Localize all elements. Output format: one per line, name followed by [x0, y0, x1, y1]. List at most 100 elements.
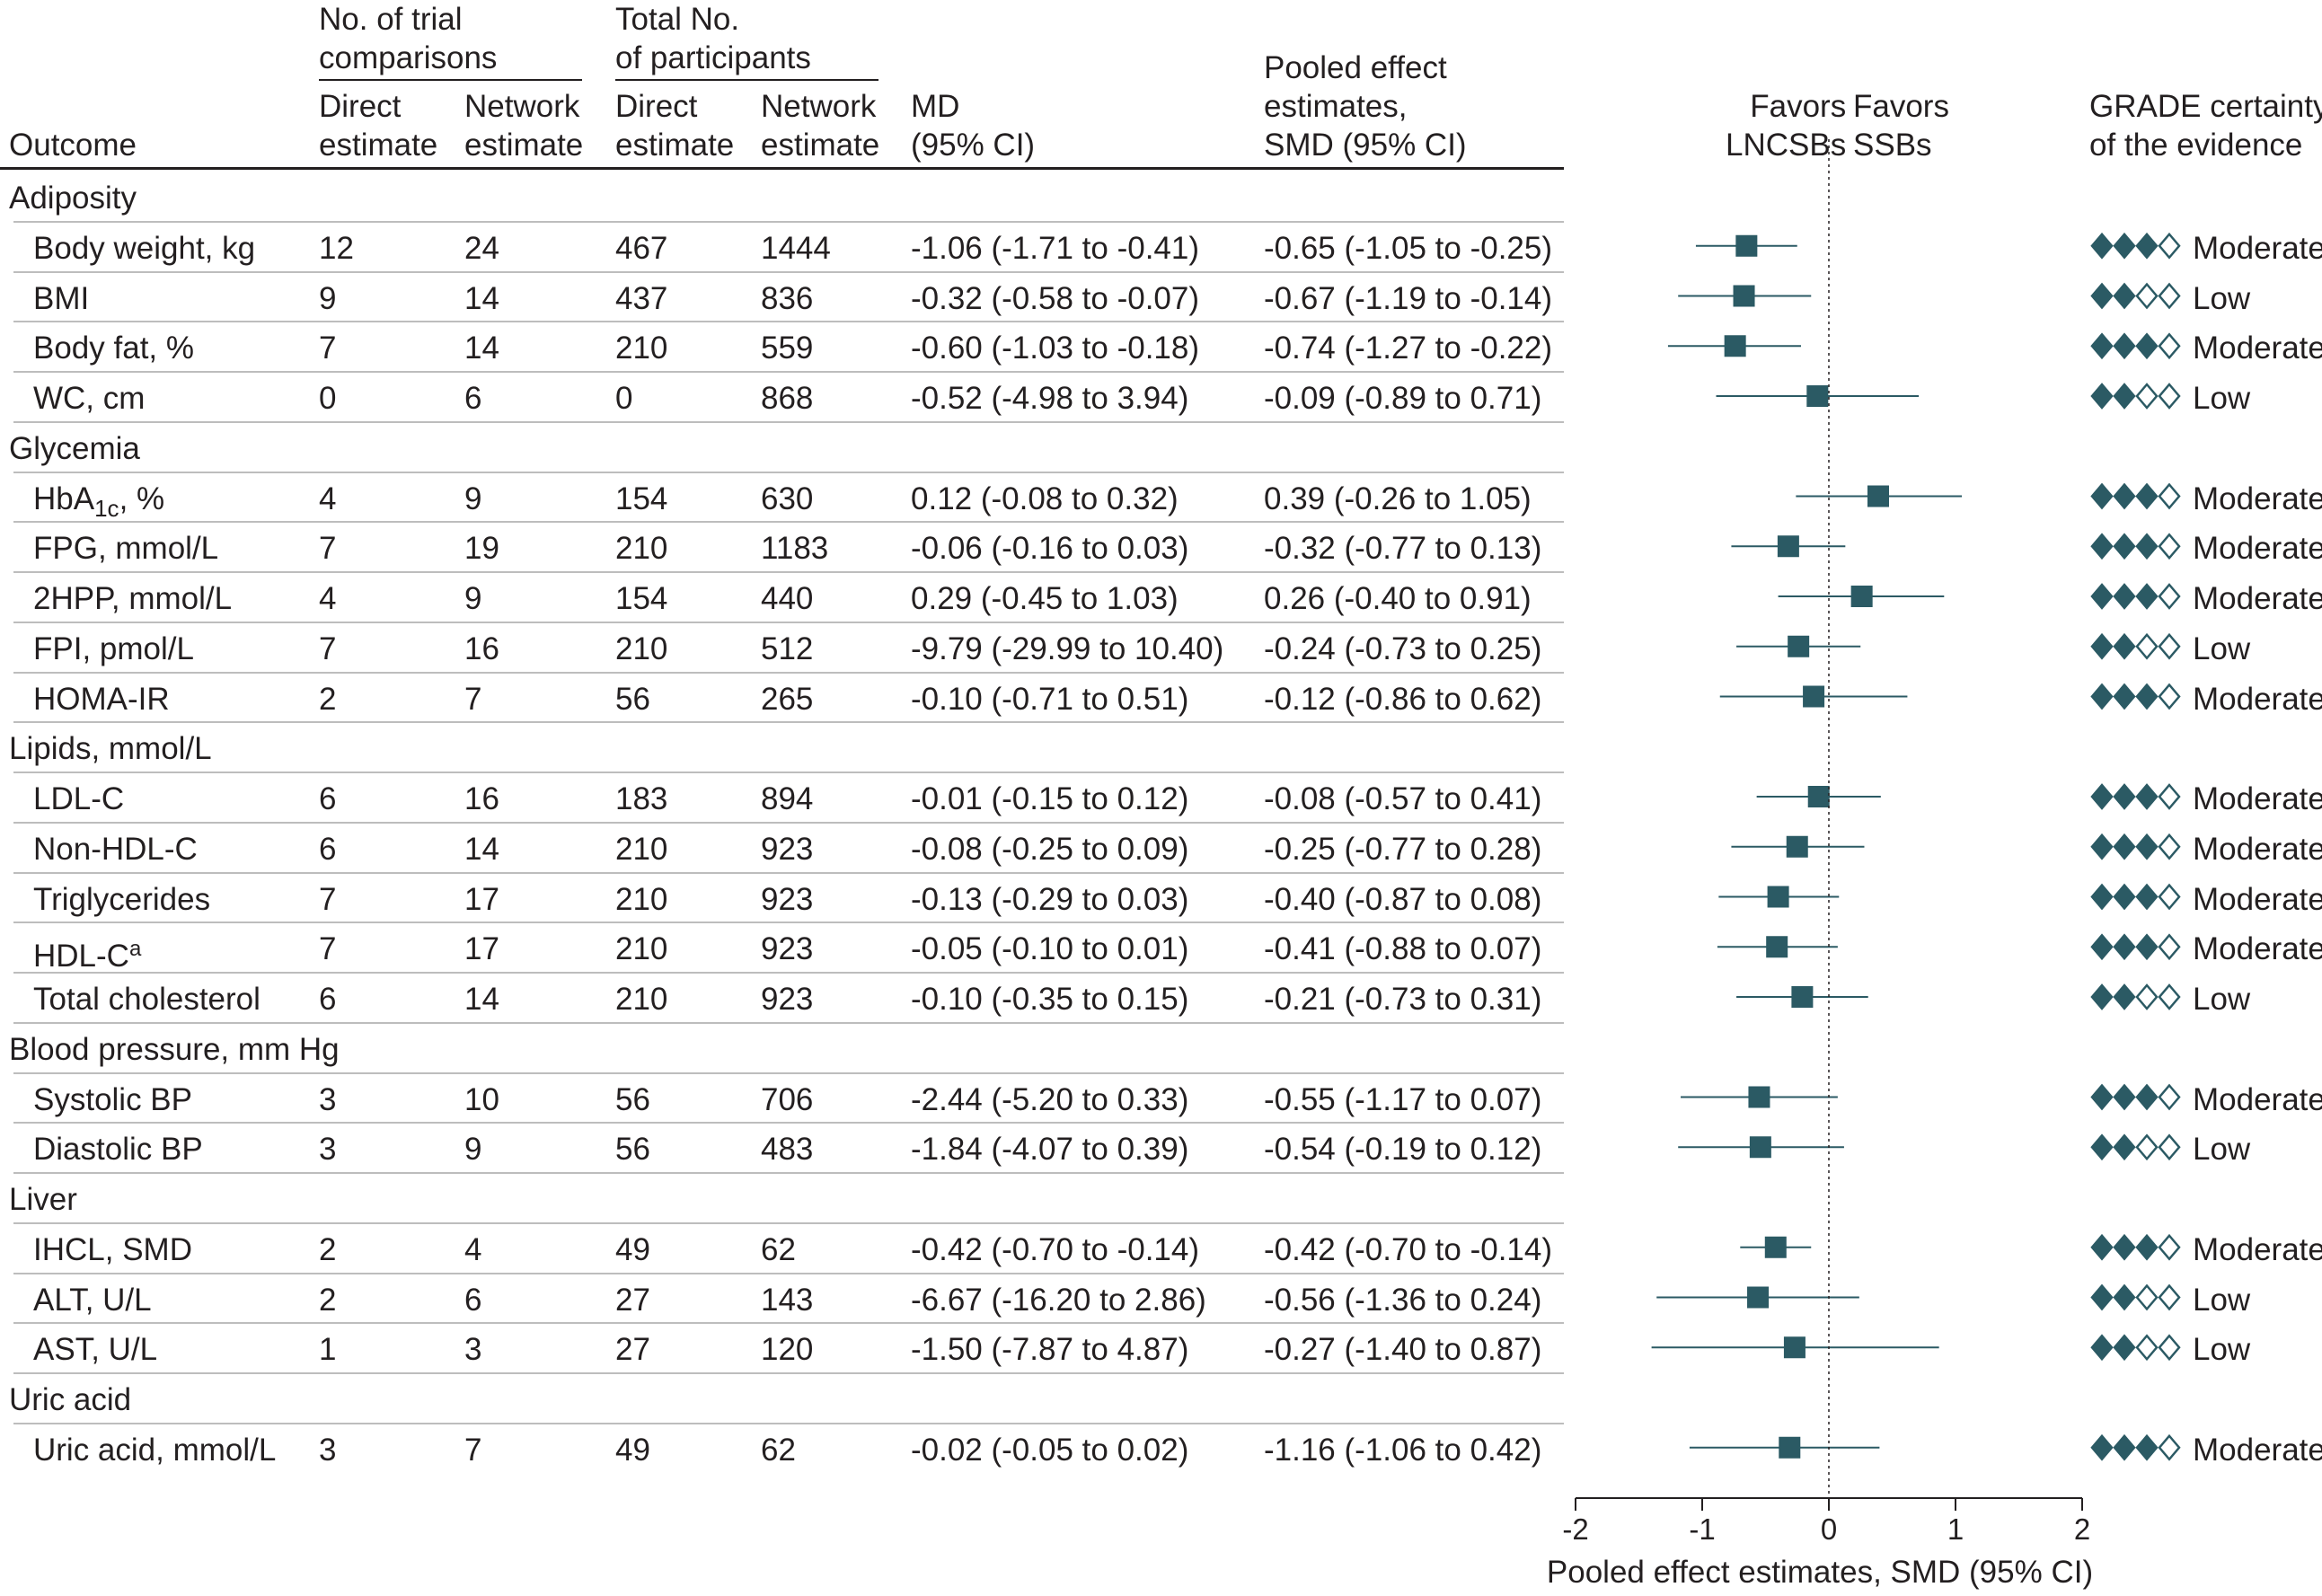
- cell-network-comp: 3: [464, 1332, 482, 1368]
- outcome-name: BMI: [33, 280, 90, 316]
- header-smd: Pooled effect estimates, SMD (95% CI): [1264, 50, 1467, 163]
- grade-diamond-filled: [2090, 282, 2114, 310]
- estimate-marker: [1786, 835, 1808, 858]
- cell-network-comp: 16: [464, 781, 499, 816]
- outcome-label: Systolic BP: [33, 1082, 192, 1118]
- cell-smd-text: -0.56 (-1.36 to 0.24): [1264, 1282, 1542, 1318]
- cell-network-n: 1444: [761, 230, 831, 266]
- grade-diamond-empty: [2158, 383, 2181, 410]
- grade-label: Low: [2193, 280, 2251, 316]
- outcome-label: Diastolic BP: [33, 1132, 203, 1168]
- grade-diamond-filled: [2090, 1233, 2114, 1261]
- grade-diamond-filled: [2090, 332, 2114, 360]
- grade-diamond-empty: [2158, 1433, 2181, 1461]
- group-label: Blood pressure, mm Hg: [9, 1031, 340, 1067]
- estimate-marker: [1867, 485, 1889, 507]
- header-direct-participants: Direct estimate: [615, 89, 735, 163]
- x-tick-label: 2: [2074, 1512, 2090, 1546]
- cell-md-text: -0.52 (-4.98 to 3.94): [911, 381, 1189, 416]
- cell-network-n: 62: [761, 1432, 796, 1468]
- cell-md-text: -0.06 (-0.16 to 0.03): [911, 531, 1189, 567]
- cell-network-comp: 14: [464, 982, 499, 1017]
- grade-diamond-filled: [2090, 383, 2114, 410]
- outcome-unit: , %: [119, 481, 165, 516]
- estimate-marker: [1791, 986, 1814, 1008]
- outcome-label: Triglycerides: [33, 882, 210, 918]
- grade-diamond-filled: [2135, 883, 2159, 911]
- grade-diamond-filled: [2135, 583, 2159, 610]
- outcome-name: HbA: [33, 481, 95, 516]
- header-participants-rule: [615, 79, 878, 81]
- cell-direct-n: 210: [615, 982, 668, 1017]
- cell-direct-n: 56: [615, 681, 650, 717]
- header-bottom-rule: [0, 167, 1564, 170]
- grade-diamond-empty: [2158, 1133, 2181, 1161]
- grade-label: Low: [2193, 1282, 2251, 1318]
- cell-network-comp: 19: [464, 531, 499, 567]
- grade-diamond-filled: [2090, 1083, 2114, 1111]
- cell-direct-n: 49: [615, 1231, 650, 1267]
- grade-diamond-empty: [2158, 332, 2181, 360]
- grade-diamond-empty: [2135, 1334, 2159, 1362]
- outcome-name: FPG, mmol/L: [33, 531, 219, 567]
- row-separator: [13, 471, 1564, 473]
- row-separator: [13, 1221, 1564, 1224]
- cell-smd-text: -0.12 (-0.86 to 0.62): [1264, 681, 1542, 717]
- cell-network-comp: 14: [464, 331, 499, 366]
- estimate-marker: [1807, 786, 1830, 807]
- grade-label: Low: [2193, 381, 2251, 416]
- estimate-marker: [1724, 335, 1746, 357]
- estimate-marker: [1783, 1336, 1806, 1359]
- grade-diamond-filled: [2113, 1433, 2136, 1461]
- grade-diamond-filled: [2113, 632, 2136, 660]
- estimate-marker: [1779, 1436, 1801, 1459]
- row-separator: [13, 821, 1564, 824]
- cell-network-n: 265: [761, 681, 814, 717]
- grade-diamond-filled: [2090, 1283, 2114, 1311]
- grade-label: Moderate: [2193, 1231, 2322, 1267]
- estimate-marker: [1767, 886, 1789, 908]
- grade-diamond-filled: [2090, 883, 2114, 911]
- cell-direct-n: 27: [615, 1332, 650, 1368]
- grade-diamond-empty: [2158, 783, 2181, 810]
- grade-label: Low: [2193, 1332, 2251, 1368]
- outcome-label: WC, cm: [33, 381, 145, 417]
- outcome-label: Non-HDL-C: [33, 832, 198, 868]
- grade-diamond-filled: [2113, 533, 2136, 560]
- cell-md-text: -0.60 (-1.03 to -0.18): [911, 331, 1199, 366]
- outcome-name: HOMA-IR: [33, 681, 170, 717]
- cell-direct-comp: 3: [319, 1081, 337, 1117]
- cell-direct-comp: 3: [319, 1432, 337, 1468]
- grade-diamond-filled: [2135, 933, 2159, 961]
- cell-network-comp: 14: [464, 280, 499, 316]
- outcome-label: FPI, pmol/L: [33, 631, 194, 667]
- cell-network-n: 483: [761, 1132, 814, 1168]
- grade-diamond-empty: [2135, 1133, 2159, 1161]
- cell-md-text: -0.10 (-0.35 to 0.15): [911, 982, 1189, 1017]
- cell-smd-text: -0.42 (-0.70 to -0.14): [1264, 1231, 1552, 1267]
- cell-md-text: -0.01 (-0.15 to 0.12): [911, 781, 1189, 816]
- grade-diamond-empty: [2135, 383, 2159, 410]
- row-separator: [13, 921, 1564, 924]
- row-separator: [13, 521, 1564, 524]
- estimate-marker: [1766, 936, 1788, 958]
- cell-md-text: -0.02 (-0.05 to 0.02): [911, 1432, 1189, 1468]
- grade-diamond-filled: [2090, 1133, 2114, 1161]
- cell-direct-comp: 7: [319, 931, 337, 967]
- grade-diamond-filled: [2113, 983, 2136, 1010]
- cell-direct-n: 56: [615, 1132, 650, 1168]
- cell-network-n: 630: [761, 481, 814, 516]
- cell-direct-comp: 9: [319, 280, 337, 316]
- grade-label: Moderate: [2193, 1432, 2322, 1468]
- outcome-label: HDL-Ca: [33, 931, 141, 974]
- cell-direct-comp: 1: [319, 1332, 337, 1368]
- cell-direct-comp: 6: [319, 781, 337, 816]
- cell-network-comp: 9: [464, 581, 482, 616]
- outcome-name: Total cholesterol: [33, 982, 260, 1017]
- x-tick-label: -2: [1562, 1512, 1588, 1546]
- header-grade: GRADE certainty of the evidence: [2089, 89, 2322, 163]
- grade-diamond-empty: [2135, 632, 2159, 660]
- grade-diamond-filled: [2090, 533, 2114, 560]
- grade-diamond-filled: [2113, 933, 2136, 961]
- header-direct-comparisons: Direct estimate: [319, 89, 438, 163]
